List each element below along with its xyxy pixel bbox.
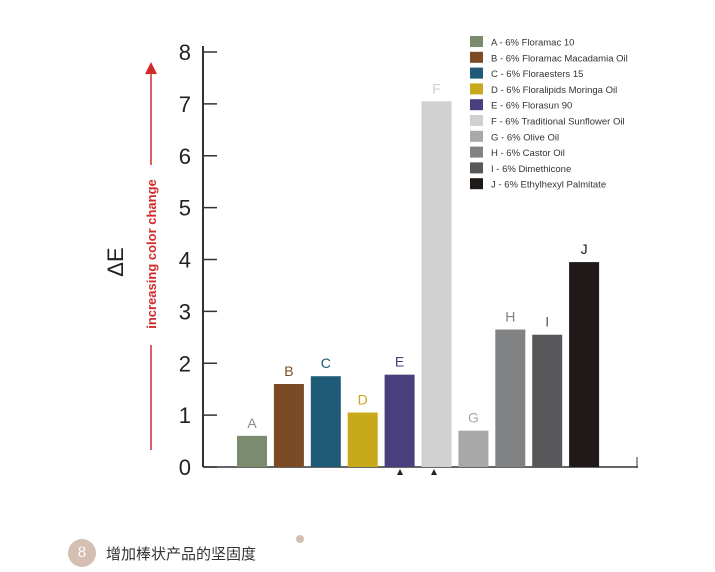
legend-entry: A - 6% Floramac 10 — [491, 38, 574, 49]
bar-label-f: F — [432, 80, 441, 96]
bar-label-e: E — [395, 354, 404, 370]
bar-f — [421, 101, 452, 467]
chart-area: 0 1 2 3 4 5 6 7 8 ΔE increasing color change A B C D E F… — [103, 36, 638, 480]
bar-label-h: H — [505, 309, 515, 325]
legend-entry: J - 6% Ethylhexyl Palmitate — [491, 180, 606, 191]
bar-chart: 0 1 2 3 4 5 6 7 8 ΔE increasing color change A B C D E F… — [103, 36, 638, 480]
footer: 8 增加棒状产品的坚固度 — [68, 538, 256, 568]
legend-swatch — [470, 115, 483, 126]
bar-d — [347, 412, 378, 467]
legend-swatch — [470, 178, 483, 190]
legend-swatch — [470, 146, 483, 158]
legend-swatch — [470, 51, 483, 63]
legend-swatch — [470, 130, 483, 142]
y-axis-label: ΔE — [103, 247, 128, 276]
decorative-dot-icon — [296, 535, 304, 543]
arrow-up-icon — [145, 62, 157, 74]
bar-a — [237, 435, 267, 467]
y-tick-label: 1 — [179, 403, 191, 428]
bar-label-i: I — [545, 314, 549, 330]
bar-j — [569, 262, 600, 467]
bar-label-a: A — [247, 415, 257, 431]
axis-marker-icon — [397, 469, 403, 475]
bar-b — [273, 384, 304, 467]
bar-c — [310, 376, 341, 467]
legend-entry: F - 6% Traditional Sunflower Oil — [491, 117, 625, 128]
bar-h — [495, 329, 526, 467]
y-tick-label: 0 — [179, 455, 191, 480]
legend-swatch — [470, 36, 483, 47]
legend-entry: D - 6% Floralipids Moringa Oil — [491, 85, 617, 96]
y-tick-label: 3 — [179, 299, 191, 324]
bar-label-b: B — [284, 363, 293, 379]
axis-marker-icon — [431, 469, 437, 475]
bar-g — [458, 430, 489, 467]
legend-entry: C - 6% Floraesters 15 — [491, 69, 583, 80]
legend-entry: H - 6% Castor Oil — [491, 148, 565, 159]
bar-e — [384, 374, 415, 467]
legend-swatch — [470, 99, 483, 111]
bar-label-d: D — [358, 392, 368, 408]
y-tick-label: 6 — [179, 144, 191, 169]
y-tick-label: 4 — [179, 248, 191, 273]
legend-entry: E - 6% Florasun 90 — [491, 101, 572, 112]
y-tick-label: 8 — [179, 40, 191, 65]
legend-swatch — [470, 162, 483, 174]
legend-entry: G - 6% Olive Oil — [491, 132, 559, 143]
bar-label-g: G — [468, 410, 479, 426]
legend-swatch — [470, 67, 483, 79]
bar-label-j: J — [581, 241, 588, 257]
bar-i — [532, 334, 563, 467]
y-tick-label: 5 — [179, 196, 191, 221]
bar-label-c: C — [321, 355, 331, 371]
legend-entry: I - 6% Dimethicone — [491, 164, 571, 175]
arrow-label: increasing color change — [144, 179, 159, 329]
caption: 增加棒状产品的坚固度 — [106, 544, 257, 563]
badge-number: 8 — [68, 539, 96, 567]
legend-swatch — [470, 83, 483, 95]
y-tick-label: 7 — [179, 92, 191, 117]
y-tick-label: 2 — [179, 351, 191, 376]
legend-entry: B - 6% Floramac Macadamia Oil — [491, 53, 628, 64]
